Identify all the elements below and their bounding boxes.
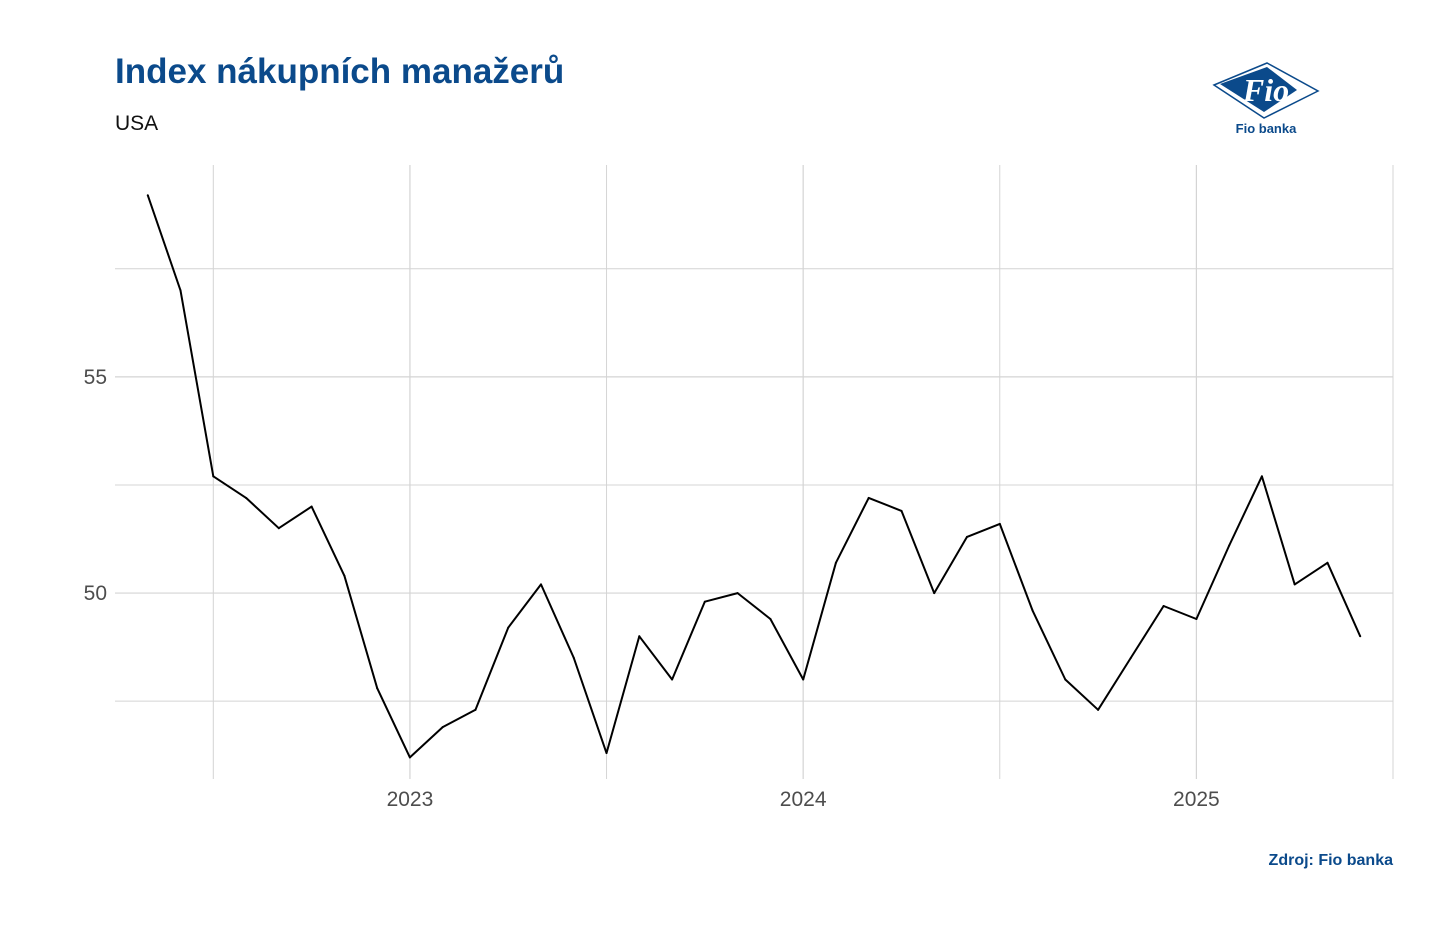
data-point bbox=[703, 600, 706, 603]
data-point bbox=[834, 561, 837, 564]
data-point bbox=[1359, 635, 1362, 638]
data-point bbox=[245, 496, 248, 499]
data-point bbox=[310, 505, 313, 508]
series-line bbox=[146, 194, 1362, 759]
data-point bbox=[507, 626, 510, 629]
data-point bbox=[1129, 656, 1132, 659]
data-point bbox=[1326, 561, 1329, 564]
data-point bbox=[900, 509, 903, 512]
chart-title: Index nákupních manažerů bbox=[115, 52, 565, 91]
y-tick-label: 55 bbox=[84, 366, 107, 389]
data-point bbox=[1162, 605, 1165, 608]
fio-logo-icon: Fio bbox=[1212, 62, 1320, 119]
data-point bbox=[540, 583, 542, 586]
logo-mark-text: Fio bbox=[1242, 72, 1289, 108]
axis-labels: 2023 2024 2025 50 55 bbox=[84, 366, 1220, 811]
x-tick-label: 2023 bbox=[387, 788, 434, 811]
data-point bbox=[343, 574, 346, 577]
data-point bbox=[1097, 708, 1100, 711]
data-point bbox=[966, 535, 968, 538]
data-point bbox=[933, 592, 936, 595]
data-point bbox=[867, 496, 870, 499]
data-point bbox=[1031, 609, 1034, 612]
data-point bbox=[376, 687, 379, 690]
chart-subtitle: USA bbox=[115, 112, 159, 135]
logo-caption: Fio banka bbox=[1235, 121, 1297, 136]
data-point bbox=[1228, 544, 1231, 547]
x-tick-label: 2025 bbox=[1173, 788, 1220, 811]
data-point bbox=[474, 708, 477, 711]
data-point bbox=[1064, 678, 1067, 681]
data-point bbox=[1195, 618, 1198, 621]
data-point bbox=[736, 592, 739, 595]
data-point bbox=[572, 656, 575, 659]
source-note: Zdroj: Fio banka bbox=[1268, 852, 1393, 869]
data-point bbox=[638, 635, 641, 638]
data-point bbox=[179, 289, 182, 292]
data-point bbox=[1293, 583, 1296, 586]
data-point bbox=[212, 475, 215, 478]
data-point bbox=[605, 752, 608, 755]
y-tick-label: 50 bbox=[84, 582, 107, 605]
data-point bbox=[998, 522, 1001, 525]
data-point bbox=[408, 756, 411, 759]
data-point bbox=[769, 618, 772, 621]
fio-logo: Fio bbox=[1208, 57, 1324, 141]
series-layer bbox=[146, 194, 1362, 759]
gridlines bbox=[115, 165, 1394, 779]
data-point bbox=[671, 678, 674, 681]
x-tick-label: 2024 bbox=[780, 788, 827, 811]
data-point bbox=[277, 527, 280, 530]
data-point bbox=[146, 194, 149, 197]
data-point bbox=[802, 678, 805, 681]
data-point bbox=[1260, 475, 1263, 478]
data-point bbox=[441, 726, 444, 729]
